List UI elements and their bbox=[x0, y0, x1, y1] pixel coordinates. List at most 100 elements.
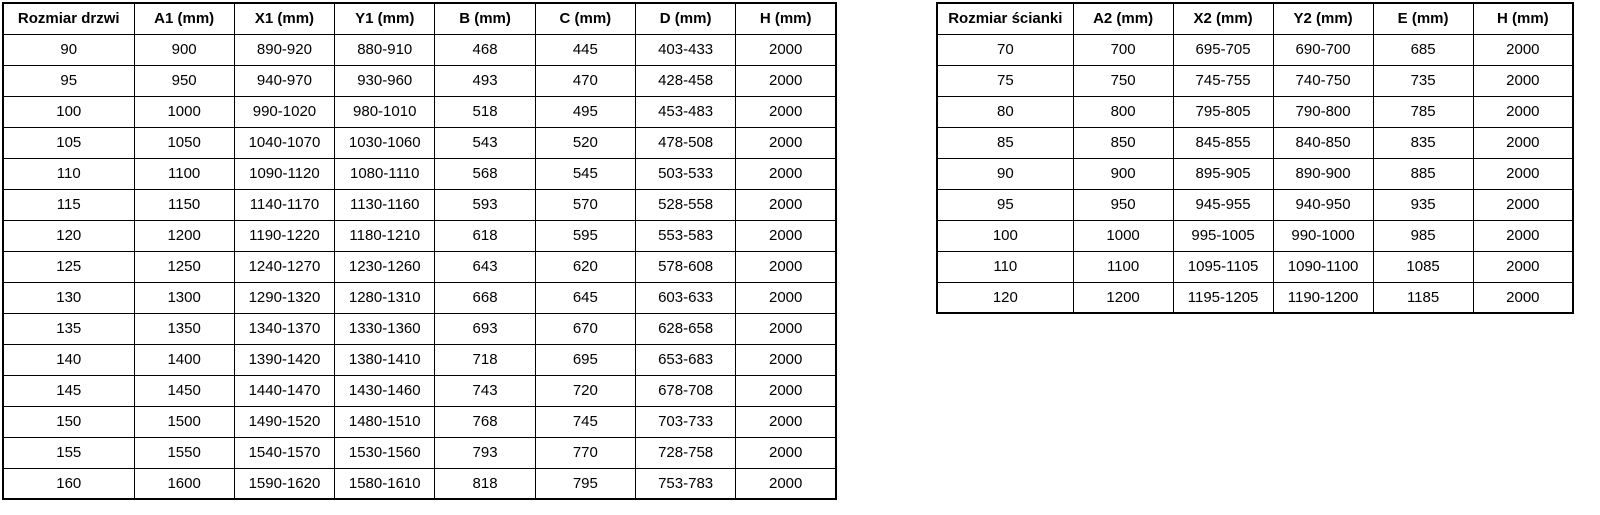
table-cell: 95 bbox=[936, 188, 1074, 221]
table-cell: 2000 bbox=[735, 126, 837, 159]
table-cell: 720 bbox=[534, 374, 636, 407]
table-cell: 503-533 bbox=[634, 157, 737, 190]
table-cell: 745 bbox=[534, 405, 636, 438]
table-cell: 120 bbox=[2, 219, 135, 252]
table-cell: 800 bbox=[1072, 95, 1174, 128]
table-cell: 885 bbox=[1372, 157, 1474, 190]
table-cell: 645 bbox=[534, 281, 636, 314]
table-cell: 453-483 bbox=[634, 95, 737, 128]
table-cell: 130 bbox=[2, 281, 135, 314]
table-header-row: Rozmiar drzwi A1 (mm) X1 (mm) Y1 (mm) B (mm)… bbox=[2, 2, 837, 35]
table-cell: 950 bbox=[133, 64, 235, 97]
table-cell: 1095-1105 bbox=[1172, 250, 1274, 283]
table-cell: 2000 bbox=[735, 95, 837, 128]
table-cell: 2000 bbox=[735, 219, 837, 252]
table-cell: 135 bbox=[2, 312, 135, 345]
table-cell: 768 bbox=[434, 405, 536, 438]
table-cell: 1180-1210 bbox=[334, 219, 436, 252]
table-cell: 653-683 bbox=[634, 343, 737, 376]
table-cell: 2000 bbox=[1472, 250, 1574, 283]
table-row: 110 1100 1095-1105 1090-1100 1085 2000 bbox=[936, 250, 1574, 283]
table-cell: 1600 bbox=[133, 467, 235, 500]
table-cell: 695-705 bbox=[1172, 33, 1274, 66]
table-cell: 818 bbox=[434, 467, 536, 500]
table-cell: 750 bbox=[1072, 64, 1174, 97]
table-cell: 2000 bbox=[1472, 64, 1574, 97]
table-cell: 70 bbox=[936, 33, 1074, 66]
table-cell: 445 bbox=[534, 33, 636, 66]
table-cell: 1580-1610 bbox=[334, 467, 436, 500]
table-cell: 1100 bbox=[1072, 250, 1174, 283]
table-row: 95 950 945-955 940-950 935 2000 bbox=[936, 188, 1574, 221]
table-cell: 1540-1570 bbox=[233, 436, 336, 469]
table-cell: 1330-1360 bbox=[334, 312, 436, 345]
table-cell: 1250 bbox=[133, 250, 235, 283]
table-cell: 1480-1510 bbox=[334, 405, 436, 438]
table-cell: 618 bbox=[434, 219, 536, 252]
table-cell: 740-750 bbox=[1272, 64, 1374, 97]
table-cell: 790-800 bbox=[1272, 95, 1374, 128]
table-cell: 1085 bbox=[1372, 250, 1474, 283]
table-cell: 1240-1270 bbox=[233, 250, 336, 283]
table-header-row: Rozmiar ścianki A2 (mm) X2 (mm) Y2 (mm) E (m… bbox=[936, 2, 1574, 35]
table-cell: 100 bbox=[936, 219, 1074, 252]
table-row: 155 1550 1540-1570 1530-1560 793 770 728-758 20… bbox=[2, 436, 837, 469]
table-cell: 115 bbox=[2, 188, 135, 221]
table-cell: 735 bbox=[1372, 64, 1474, 97]
table-cell: 568 bbox=[434, 157, 536, 190]
column-header: X2 (mm) bbox=[1172, 2, 1274, 35]
table-cell: 2000 bbox=[1472, 33, 1574, 66]
table-cell: 120 bbox=[936, 281, 1074, 314]
column-header: H (mm) bbox=[1472, 2, 1574, 35]
table-cell: 2000 bbox=[1472, 126, 1574, 159]
wall-panel-sizes-table: Rozmiar ścianki A2 (mm) X2 (mm) Y2 (mm) E (m… bbox=[936, 2, 1575, 314]
table-cell: 2000 bbox=[1472, 219, 1574, 252]
table-cell: 1440-1470 bbox=[233, 374, 336, 407]
table-row: 140 1400 1390-1420 1380-1410 718 695 653-683 20… bbox=[2, 343, 837, 376]
table-cell: 950 bbox=[1072, 188, 1174, 221]
table-cell: 110 bbox=[2, 157, 135, 190]
column-header: X1 (mm) bbox=[233, 2, 336, 35]
table-cell: 1500 bbox=[133, 405, 235, 438]
table-row: 70 700 695-705 690-700 685 2000 bbox=[936, 33, 1574, 66]
table-cell: 1390-1420 bbox=[233, 343, 336, 376]
table-cell: 543 bbox=[434, 126, 536, 159]
table-cell: 795-805 bbox=[1172, 95, 1274, 128]
table-cell: 468 bbox=[434, 33, 536, 66]
table-cell: 2000 bbox=[735, 157, 837, 190]
table-cell: 1185 bbox=[1372, 281, 1474, 314]
table-row: 150 1500 1490-1520 1480-1510 768 745 703-733 20… bbox=[2, 405, 837, 438]
table-cell: 980-1010 bbox=[334, 95, 436, 128]
table-cell: 570 bbox=[534, 188, 636, 221]
table-cell: 753-783 bbox=[634, 467, 737, 500]
table-cell: 690-700 bbox=[1272, 33, 1374, 66]
table-row: 105 1050 1040-1070 1030-1060 543 520 478-508 20… bbox=[2, 126, 837, 159]
table-cell: 643 bbox=[434, 250, 536, 283]
table-cell: 2000 bbox=[735, 33, 837, 66]
table-cell: 528-558 bbox=[634, 188, 737, 221]
table-cell: 90 bbox=[2, 33, 135, 66]
table-cell: 945-955 bbox=[1172, 188, 1274, 221]
table-cell: 1090-1100 bbox=[1272, 250, 1374, 283]
table-cell: 1050 bbox=[133, 126, 235, 159]
table-cell: 795 bbox=[534, 467, 636, 500]
table-cell: 1290-1320 bbox=[233, 281, 336, 314]
table-cell: 1000 bbox=[1072, 219, 1174, 252]
table-cell: 75 bbox=[936, 64, 1074, 97]
table-cell: 1200 bbox=[1072, 281, 1174, 314]
table-cell: 125 bbox=[2, 250, 135, 283]
column-header: H (mm) bbox=[735, 2, 837, 35]
table-cell: 990-1020 bbox=[233, 95, 336, 128]
table-cell: 1130-1160 bbox=[334, 188, 436, 221]
table-row: 100 1000 995-1005 990-1000 985 2000 bbox=[936, 219, 1574, 252]
table-cell: 110 bbox=[936, 250, 1074, 283]
table-cell: 2000 bbox=[1472, 188, 1574, 221]
table-cell: 2000 bbox=[1472, 95, 1574, 128]
table-row: 75 750 745-755 740-750 735 2000 bbox=[936, 64, 1574, 97]
table-cell: 2000 bbox=[735, 188, 837, 221]
table-cell: 890-900 bbox=[1272, 157, 1374, 190]
table-cell: 160 bbox=[2, 467, 135, 500]
table-cell: 150 bbox=[2, 405, 135, 438]
table-cell: 930-960 bbox=[334, 64, 436, 97]
table-cell: 745-755 bbox=[1172, 64, 1274, 97]
